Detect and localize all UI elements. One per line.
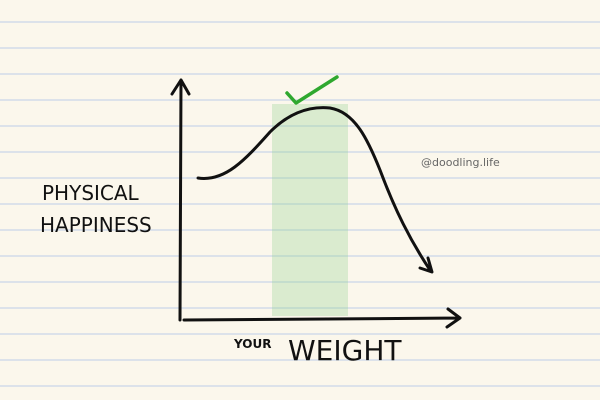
y-label-line: HAPPINESS [40,213,152,237]
credit: @doodling.life [421,156,500,169]
x-axis [182,307,462,329]
ruled-lines [0,21,600,387]
ideal-band [272,104,348,316]
y-label-line: PHYSICAL [42,181,140,205]
x-label: WEIGHT [288,334,402,367]
checkmark [285,75,339,105]
curve [196,106,434,274]
y-axis [170,78,191,322]
x-label-prefix: YOUR [233,337,271,351]
